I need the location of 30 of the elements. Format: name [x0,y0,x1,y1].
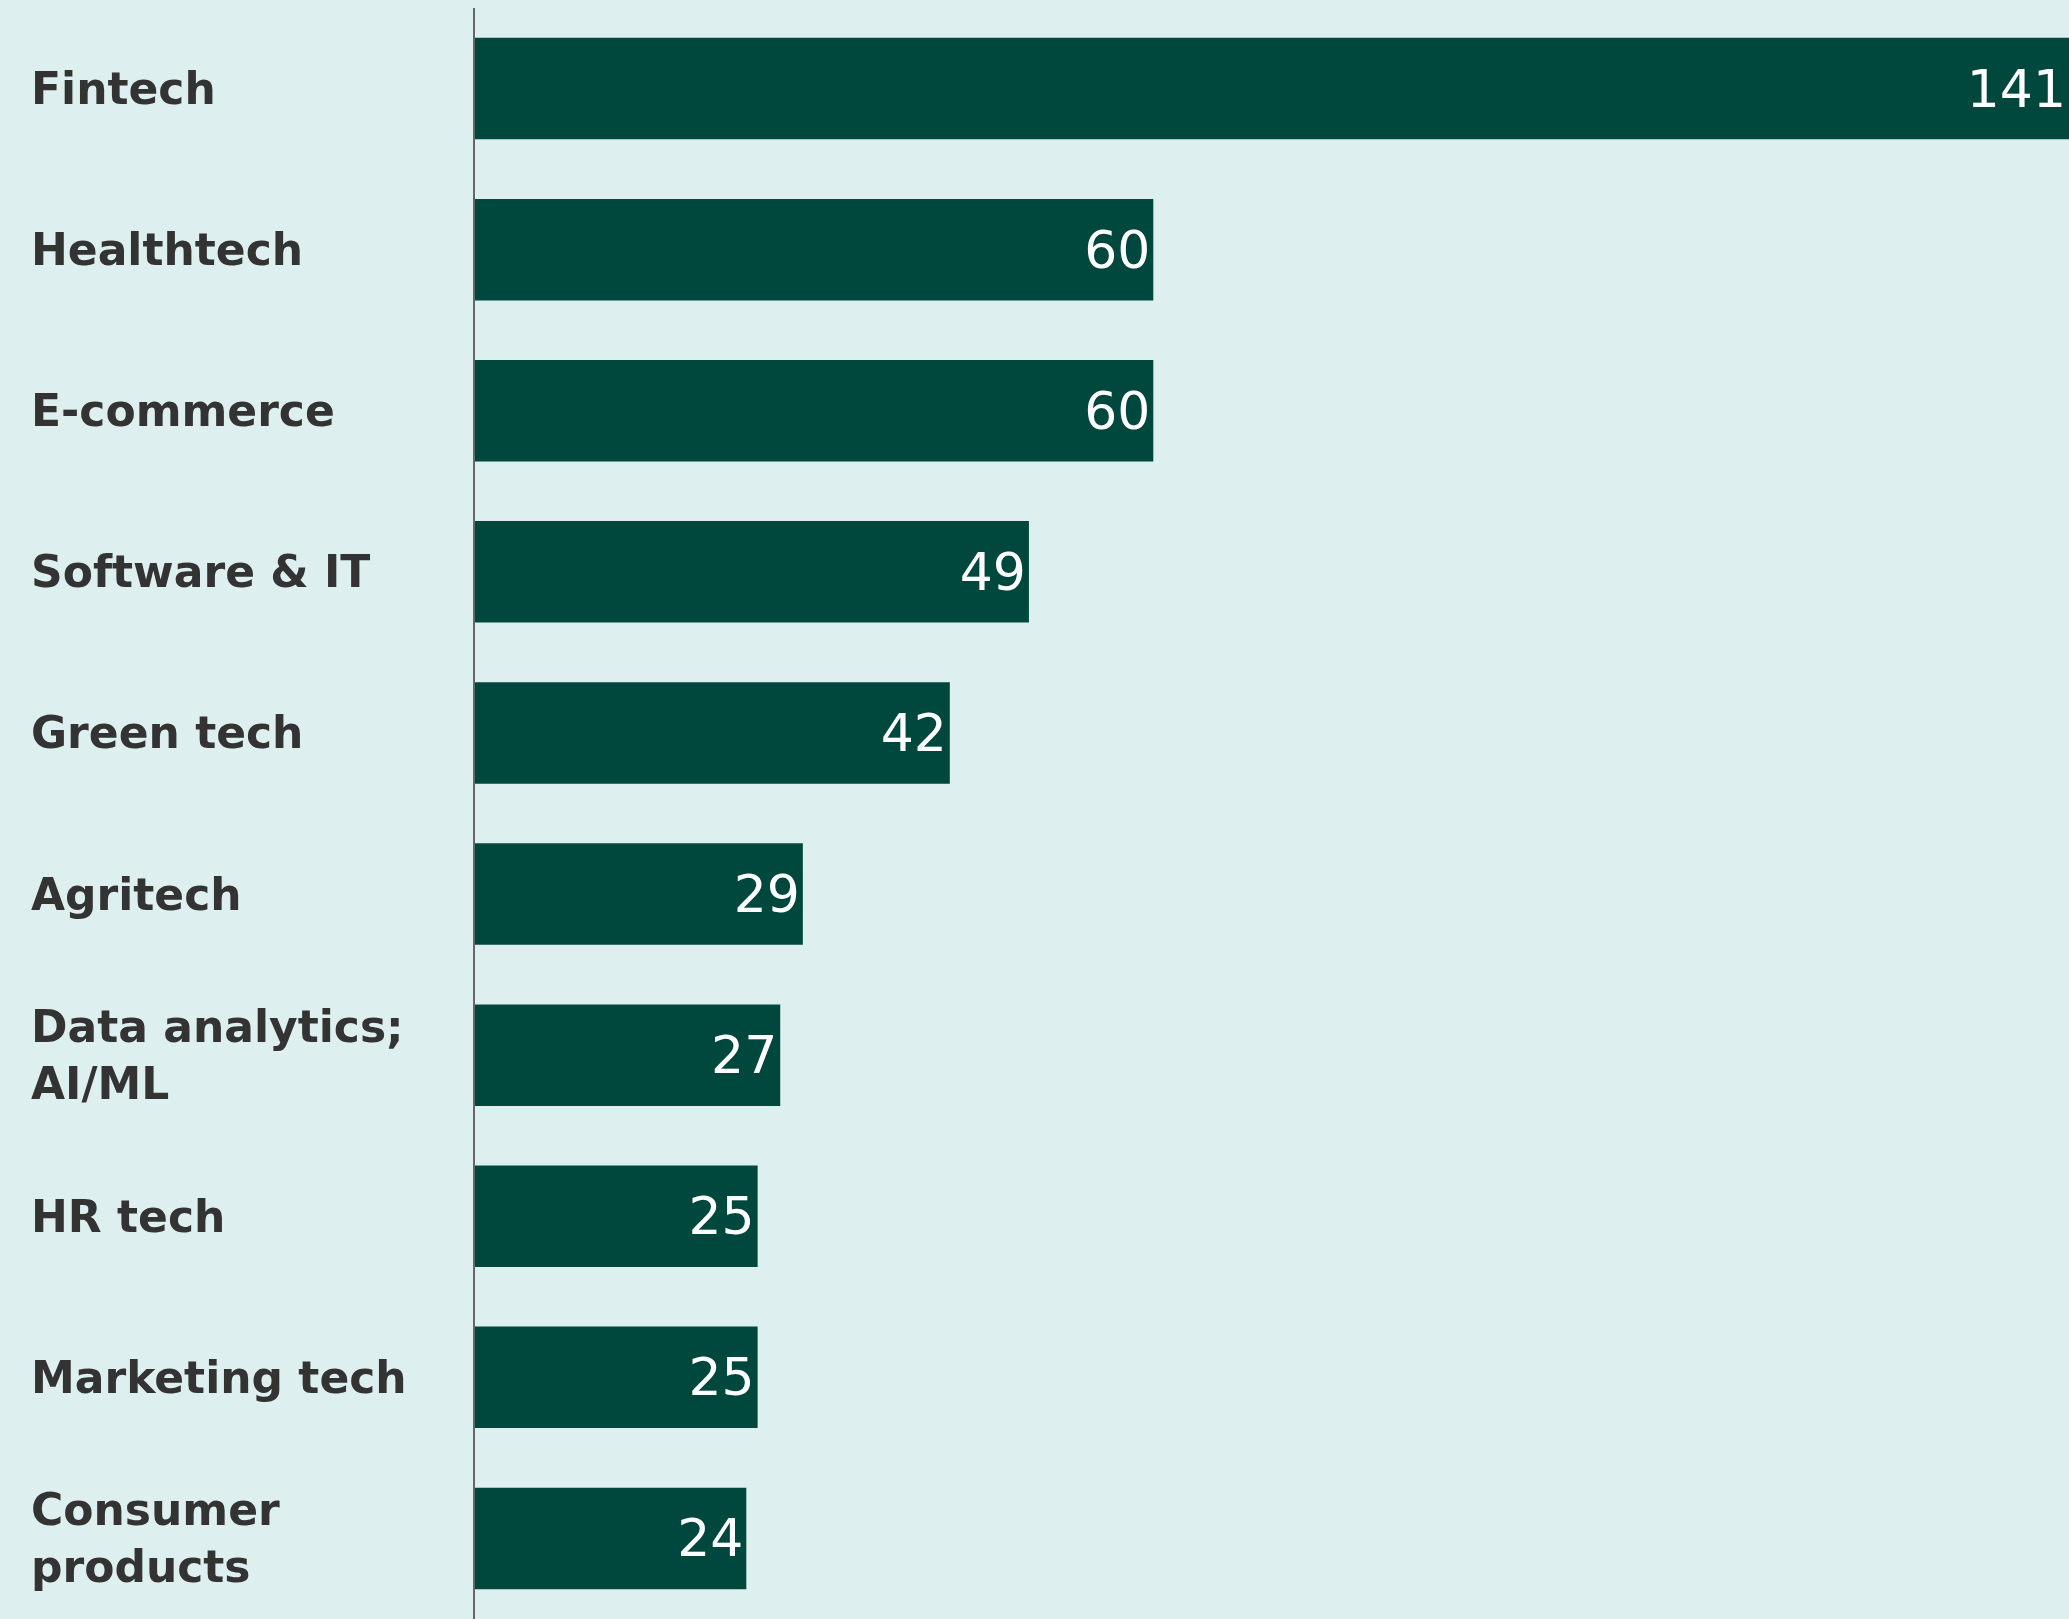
y-tick-label: Fintech [31,63,216,114]
bar [475,843,803,945]
y-tick-label: Consumer products [31,1484,281,1593]
data-label: 141 [1966,58,2066,119]
bar [475,1326,758,1429]
y-tick-label: Marketing tech [31,1352,407,1403]
bar [475,37,2069,140]
data-label: 25 [688,1347,755,1408]
data-label: 27 [711,1025,778,1086]
bar [475,682,950,784]
data-label: 49 [959,541,1026,602]
data-label: 42 [880,702,947,763]
bar [475,360,1154,462]
data-label: 60 [1084,380,1151,441]
data-label: 60 [1084,219,1151,280]
y-tick-label: Green tech [31,707,304,758]
y-tick-label: Software & IT [31,546,371,597]
y-tick-label: Healthtech [31,224,304,275]
data-label: 29 [733,864,800,925]
y-tick-label: Agritech [31,869,242,920]
data-label: 24 [677,1508,744,1569]
bar [475,1487,747,1590]
y-tick-label: HR tech [31,1191,226,1242]
data-label: 25 [688,1186,755,1247]
y-tick-label: Data analytics; AI/ML [31,1001,404,1110]
bar [475,1004,781,1106]
bar [475,198,1154,301]
bar [475,1165,758,1267]
bar [475,521,1029,623]
y-tick-label: E-commerce [31,385,335,436]
